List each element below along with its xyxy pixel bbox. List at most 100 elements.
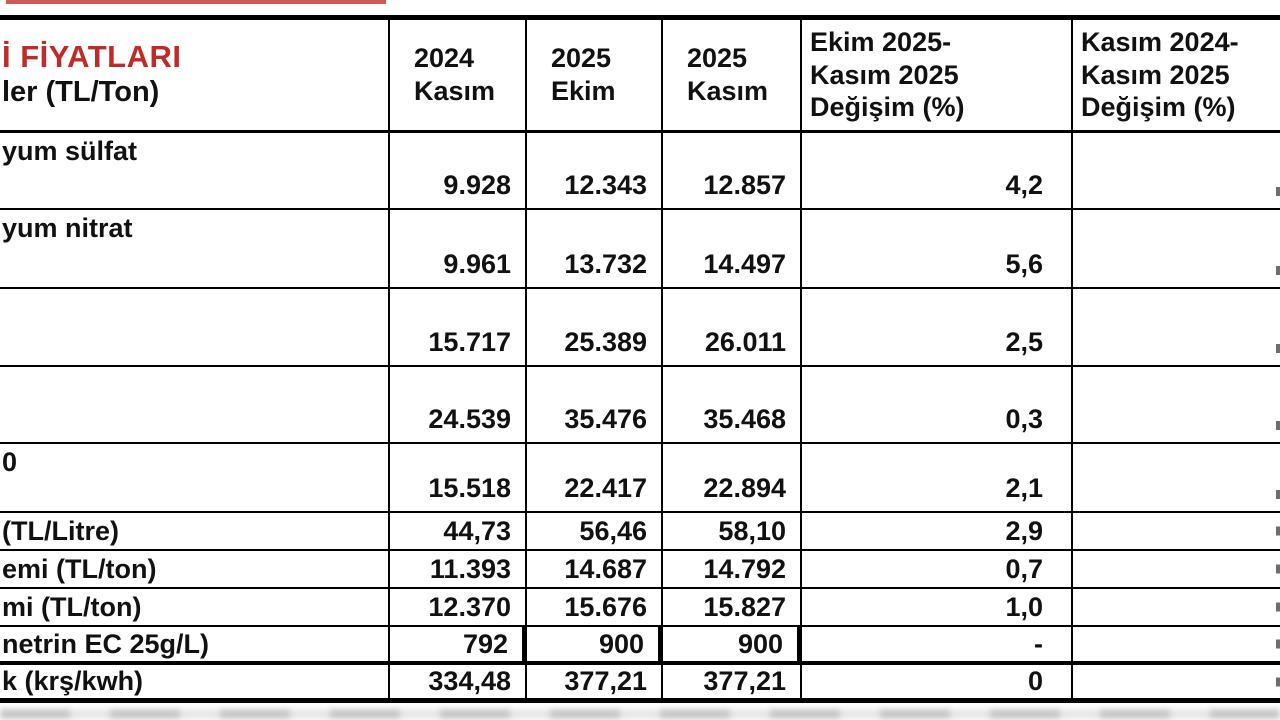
change-kasim-kasim-clipped <box>1073 367 1280 444</box>
change-kasim-kasim-clipped <box>1073 513 1280 551</box>
col-header-2025-kasim: 2025 Kasım <box>663 20 802 133</box>
price-2025-ekim: 14.687 <box>527 551 663 589</box>
header-line: Kasım <box>687 76 769 106</box>
clipped-digit-fragment <box>1276 677 1280 686</box>
change-ekim-kasim: 5,6 <box>802 210 1073 289</box>
change-kasim-kasim-clipped <box>1073 133 1280 210</box>
header-line: Ekim <box>551 76 616 106</box>
change-ekim-kasim: 2,1 <box>802 444 1073 513</box>
price-2025-kasim: 58,10 <box>663 513 802 551</box>
price-2025-ekim: 35.476 <box>527 367 663 444</box>
table-row: yum nitrat 9.961 13.732 14.497 5,6 <box>0 210 1280 289</box>
clipped-digit-fragment <box>1276 344 1280 353</box>
clipped-digit-fragment <box>1276 639 1280 649</box>
col-header-2025-ekim: 2025 Ekim <box>527 20 663 133</box>
table-title-cell: İ FİYATLARI ler (TL/Ton) <box>0 20 390 133</box>
col-header-2024-kasim: 2024 Kasım <box>390 20 527 133</box>
price-2024-kasim: 15.717 <box>390 289 527 367</box>
change-kasim-kasim-clipped <box>1073 444 1280 513</box>
clipped-digit-fragment <box>1276 266 1280 275</box>
table-row: 24.539 35.476 35.468 0,3 <box>0 367 1280 444</box>
price-2024-kasim: 11.393 <box>390 551 527 589</box>
row-label: netrin EC 25g/L) <box>0 627 390 665</box>
price-2025-ekim: 12.343 <box>527 133 663 210</box>
row-label: mi (TL/ton) <box>0 589 390 627</box>
row-label: yum sülfat <box>0 133 390 210</box>
price-2025-ekim: 25.389 <box>527 289 663 367</box>
header-line: Değişim (%) <box>1081 92 1236 123</box>
change-kasim-kasim-clipped <box>1073 627 1280 665</box>
cropped-bottom-row-fragment <box>0 709 1280 719</box>
row-label <box>0 367 390 444</box>
price-2024-kasim: 792 <box>390 627 527 665</box>
header-line: Ekim 2025- <box>810 26 952 57</box>
col-header-change-ekim-kasim: Ekim 2025- Kasım 2025 Değişim (%) <box>802 20 1073 133</box>
row-label: (TL/Litre) <box>0 513 390 551</box>
change-ekim-kasim: 1,0 <box>802 589 1073 627</box>
price-2025-kasim: 15.827 <box>663 589 802 627</box>
change-ekim-kasim: 0,7 <box>802 551 1073 589</box>
table-row: yum sülfat 9.928 12.343 12.857 4,2 <box>0 133 1280 210</box>
clipped-digit-fragment <box>1276 526 1280 536</box>
table-row: emi (TL/ton) 11.393 14.687 14.792 0,7 <box>0 551 1280 589</box>
price-2025-kasim: 35.468 <box>663 367 802 444</box>
price-2025-ekim: 22.417 <box>527 444 663 513</box>
col-header-change-kasim-kasim: Kasım 2024- Kasım 2025 Değişim (%) <box>1073 20 1280 133</box>
table-row: k (krş/kwh) 334,48 377,21 377,21 0 <box>0 665 1280 703</box>
price-2025-kasim: 22.894 <box>663 444 802 513</box>
change-ekim-kasim: - <box>802 627 1073 665</box>
price-2025-kasim: 12.857 <box>663 133 802 210</box>
price-2025-kasim: 377,21 <box>663 665 802 703</box>
row-label: k (krş/kwh) <box>0 665 390 703</box>
change-ekim-kasim: 2,5 <box>802 289 1073 367</box>
price-2024-kasim: 24.539 <box>390 367 527 444</box>
table-subtitle: ler (TL/Ton) <box>2 76 160 109</box>
price-2025-kasim: 26.011 <box>663 289 802 367</box>
price-2024-kasim: 334,48 <box>390 665 527 703</box>
header-line: 2025 <box>687 43 748 74</box>
table-row: (TL/Litre) 44,73 56,46 58,10 2,9 <box>0 513 1280 551</box>
header-line: 2025 <box>551 43 612 74</box>
change-kasim-kasim-clipped <box>1073 289 1280 367</box>
table-row: mi (TL/ton) 12.370 15.676 15.827 1,0 <box>0 589 1280 627</box>
header-line: Kasım <box>414 76 496 106</box>
change-kasim-kasim-clipped <box>1073 210 1280 289</box>
price-2025-ekim: 56,46 <box>527 513 663 551</box>
header-line: Kasım 2025 <box>1081 59 1230 90</box>
price-2025-kasim: 14.792 <box>663 551 802 589</box>
clipped-digit-fragment <box>1276 187 1280 196</box>
change-ekim-kasim: 0,3 <box>802 367 1073 444</box>
change-ekim-kasim: 0 <box>802 665 1073 703</box>
change-kasim-kasim-clipped <box>1073 589 1280 627</box>
change-kasim-kasim-clipped <box>1073 665 1280 703</box>
header-line: 2024 <box>414 43 475 74</box>
price-2025-kasim: 14.497 <box>663 210 802 289</box>
cropped-red-title-fragment <box>6 0 386 4</box>
price-2024-kasim: 15.518 <box>390 444 527 513</box>
price-2024-kasim: 44,73 <box>390 513 527 551</box>
table-row: 0 15.518 22.417 22.894 2,1 <box>0 444 1280 513</box>
table-title: İ FİYATLARI <box>2 38 182 74</box>
row-label: 0 <box>0 444 390 513</box>
clipped-digit-fragment <box>1276 564 1280 574</box>
header-line: Kasım 2024- <box>1081 26 1239 57</box>
clipped-digit-fragment <box>1276 490 1280 499</box>
change-ekim-kasim: 4,2 <box>802 133 1073 210</box>
price-2024-kasim: 12.370 <box>390 589 527 627</box>
price-2025-ekim: 377,21 <box>527 665 663 703</box>
change-kasim-kasim-clipped <box>1073 551 1280 589</box>
row-label: emi (TL/ton) <box>0 551 390 589</box>
table-row: 15.717 25.389 26.011 2,5 <box>0 289 1280 367</box>
price-2025-ekim: 900 <box>527 627 663 665</box>
table-row: netrin EC 25g/L) 792 900 900 - <box>0 627 1280 665</box>
table-header-row: İ FİYATLARI ler (TL/Ton) 2024 Kasım 2025… <box>0 20 1280 133</box>
price-2024-kasim: 9.961 <box>390 210 527 289</box>
price-2025-ekim: 15.676 <box>527 589 663 627</box>
clipped-digit-fragment <box>1276 421 1280 430</box>
header-line: Değişim (%) <box>810 92 965 123</box>
clipped-digit-fragment <box>1276 602 1280 612</box>
prices-table: İ FİYATLARI ler (TL/Ton) 2024 Kasım 2025… <box>0 15 1280 703</box>
row-label: yum nitrat <box>0 210 390 289</box>
price-2025-kasim: 900 <box>663 627 802 665</box>
